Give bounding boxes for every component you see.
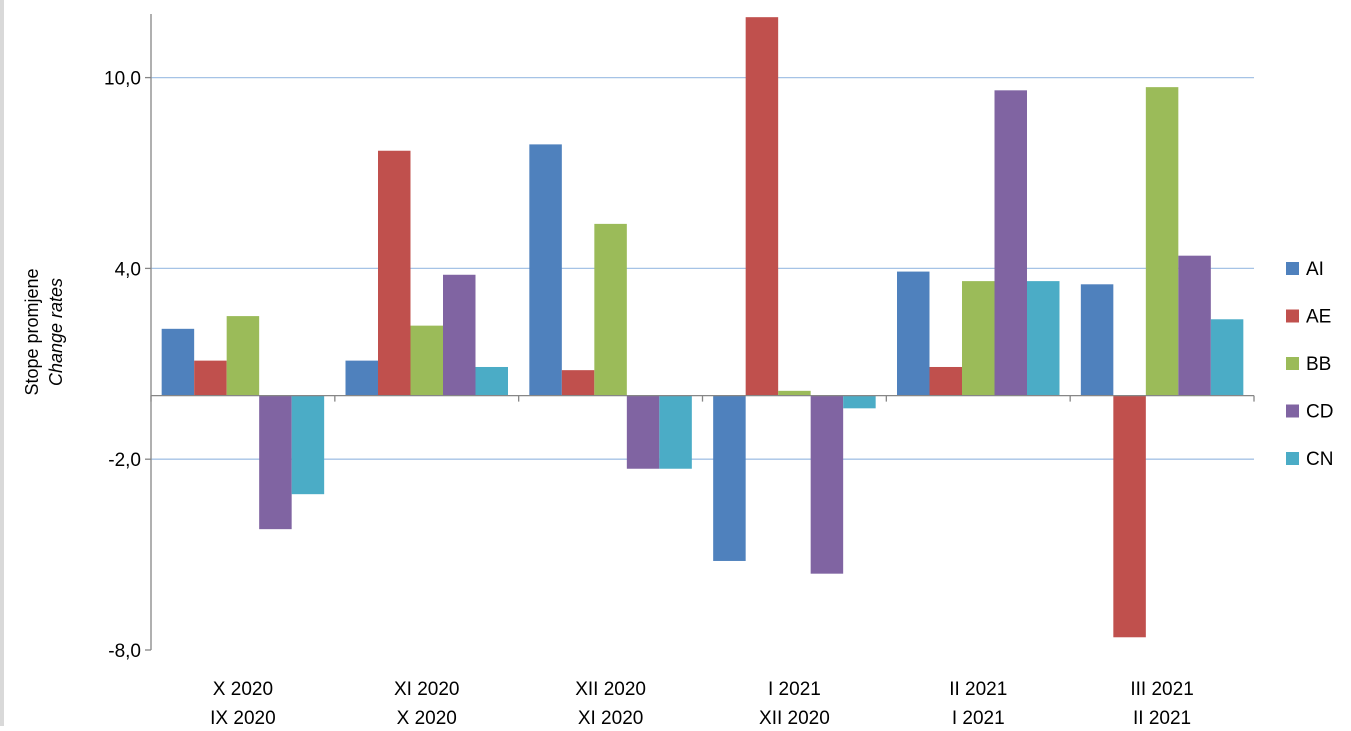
bar-bb [410,325,443,396]
legend: AI AE BB CD CN [1286,259,1333,470]
bar-ae [1113,395,1146,638]
x-tick-label: IX 2020 [210,708,276,726]
x-tick-label: XII 2020 [759,708,830,726]
x-tick-label: II 2021 [949,679,1007,700]
window-edge [0,0,4,726]
bar-cn [475,366,508,396]
x-tick-label: II 2021 [1133,708,1191,726]
legend-swatch-cn [1286,452,1299,465]
bars [161,17,1244,638]
bar-ai [1080,284,1114,396]
bar-bb [778,390,811,396]
x-tick-label: XII 2020 [575,679,646,700]
bar-ai [345,360,378,396]
bar-cd [626,395,660,469]
bar-bb [962,281,995,396]
legend-label-ai: AI [1306,259,1324,280]
y-tick-label: -2,0 [108,450,141,471]
bar-bb [226,316,260,396]
y-tick-label: 4,0 [115,259,141,280]
legend-label-cn: CN [1306,449,1333,470]
x-tick-label: X 2020 [213,679,273,700]
legend-label-bb: BB [1306,354,1331,375]
x-tick-labels: X 2020 IX 2020 XI 2020 X 2020 XII 2020 XI 202… [210,679,1194,729]
bar-cd [810,395,844,574]
bar-cd [443,274,476,396]
bar-ai [713,395,746,561]
bar-cn [291,395,325,495]
bar-cd [1178,255,1211,396]
bar-ae [378,150,411,396]
bar-cn [659,395,692,469]
bar-cn [1027,281,1060,396]
y-tick-labels: 10,0 4,0 -2,0 -8,0 [104,69,141,662]
x-tick-label: III 2021 [1130,679,1193,700]
bar-ai [897,271,930,396]
bar-ai [161,328,195,396]
x-tick-label: I 2021 [768,679,821,700]
bar-cn [1210,319,1244,396]
bar-ae [561,370,595,396]
x-tick-label: I 2021 [952,708,1005,726]
legend-label-ae: AE [1306,307,1331,328]
y-axis-title: Stope promjene [22,268,42,395]
y-axis-subtitle: Change rates [46,278,66,386]
gridlines [151,76,1254,460]
bar-cn [843,395,876,409]
axes [145,14,1255,651]
bar-bb [594,223,627,396]
bar-cd [259,395,292,530]
x-tick-label: XI 2020 [394,679,460,700]
legend-swatch-bb [1286,357,1299,370]
bar-ae [745,17,779,396]
legend-swatch-ai [1286,262,1299,275]
bar-cd [994,90,1027,396]
bar-ae [194,360,227,396]
legend-swatch-ae [1286,309,1299,323]
bar-ai [529,144,562,396]
y-tick-label: 10,0 [104,69,141,90]
legend-swatch-cd [1286,404,1299,418]
bar-ae [929,366,962,396]
x-tick-label: X 2020 [397,708,457,726]
x-tick-label: XI 2020 [578,708,644,726]
legend-label-cd: CD [1306,402,1333,423]
y-tick-label: -8,0 [108,641,141,662]
bar-bb [1145,87,1179,396]
